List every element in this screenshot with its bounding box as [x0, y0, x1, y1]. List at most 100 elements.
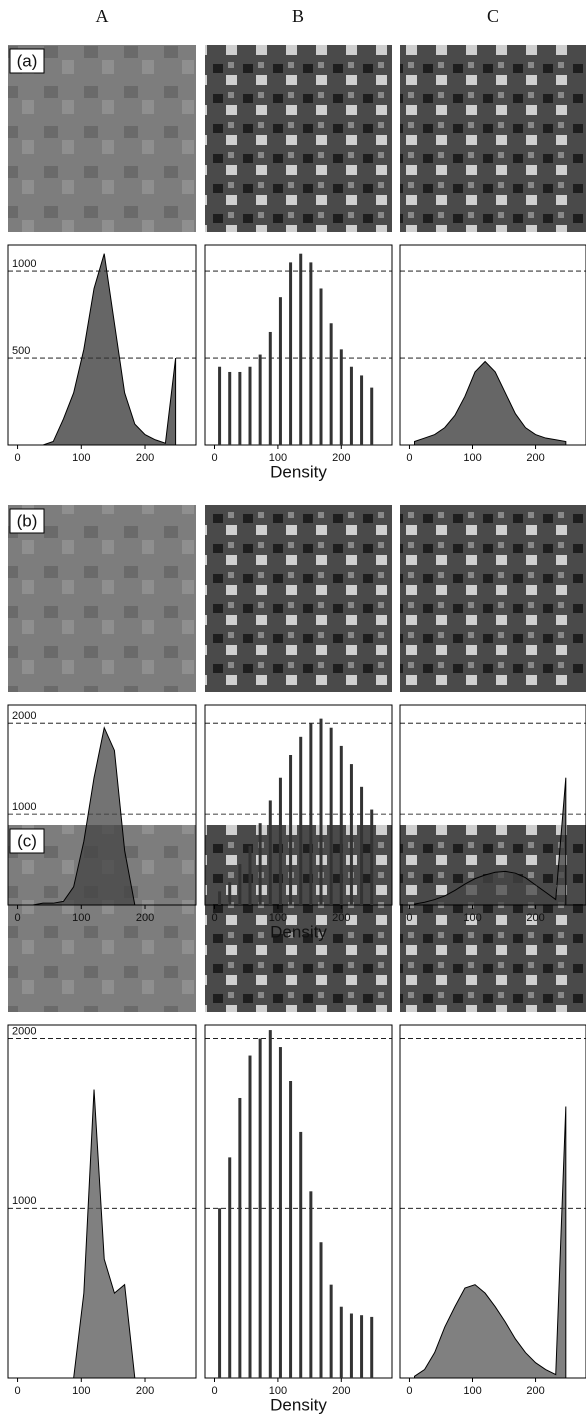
- histogram-bar: [349, 366, 353, 445]
- histogram-bar: [248, 1055, 252, 1378]
- row-label-box: [9, 48, 45, 74]
- x-tick-label: 100: [72, 452, 90, 464]
- histogram-bar: [289, 262, 293, 445]
- x-tick-label: 100: [463, 1385, 481, 1397]
- histogram-bar: [218, 366, 222, 445]
- histogram-bar: [309, 1191, 313, 1378]
- histogram-bar: [278, 777, 282, 905]
- x-tick-label: 100: [269, 452, 287, 464]
- photo: [400, 825, 586, 1012]
- x-tick-label: 100: [463, 452, 481, 464]
- column-header: B: [292, 6, 304, 26]
- histogram-bar: [360, 1315, 364, 1378]
- y-tick-label: 2000: [12, 1025, 36, 1037]
- histogram-area: [22, 726, 176, 906]
- histogram-bar: [329, 1284, 333, 1378]
- histogram-bar: [268, 331, 272, 445]
- y-tick-label: 2000: [12, 710, 36, 722]
- x-tick-label: 100: [269, 1385, 287, 1397]
- histogram-bar: [299, 1131, 303, 1378]
- plot-frame: [204, 244, 393, 446]
- histogram-bar: [370, 809, 374, 905]
- histogram-bar: [238, 1097, 242, 1378]
- histogram-bar: [329, 323, 333, 445]
- histogram-bar: [339, 349, 343, 445]
- histogram-area: [22, 1089, 176, 1379]
- row-label-box: [9, 508, 45, 534]
- row-label: (c): [17, 831, 37, 850]
- photo: [8, 45, 196, 232]
- histogram-bar: [299, 736, 303, 905]
- histogram-bar: [238, 864, 242, 905]
- histogram-bar: [289, 755, 293, 905]
- histogram-area: [414, 1106, 567, 1379]
- histogram-bar: [258, 1038, 262, 1378]
- histogram-bar: [299, 253, 303, 445]
- x-tick-label: 0: [211, 1385, 217, 1397]
- histogram-bar: [360, 786, 364, 905]
- row-label: (b): [17, 511, 38, 530]
- histogram-bar: [268, 1030, 272, 1378]
- histogram-bar: [248, 845, 252, 905]
- histogram-bar: [218, 891, 222, 905]
- y-tick-label: 1000: [12, 801, 36, 813]
- histogram-bar: [218, 1208, 222, 1378]
- x-tick-label: 200: [136, 452, 154, 464]
- histogram-bar: [228, 1157, 232, 1378]
- photo: [205, 505, 392, 692]
- x-tick-label: 200: [332, 912, 350, 924]
- histogram-bar: [228, 371, 232, 445]
- x-tick-label: 200: [526, 452, 544, 464]
- row-label-box: [9, 828, 45, 854]
- photo: [400, 45, 586, 232]
- histogram-bar: [319, 718, 323, 905]
- x-axis-label: Density: [270, 1395, 327, 1414]
- x-tick-label: 200: [332, 452, 350, 464]
- x-tick-label: 0: [406, 1385, 412, 1397]
- histogram-bar: [238, 371, 242, 445]
- histogram-bar: [258, 823, 262, 905]
- y-tick-label: 1000: [12, 1195, 36, 1207]
- histogram-bar: [319, 1242, 323, 1378]
- histogram-area: [22, 253, 177, 446]
- photo: [205, 45, 392, 232]
- histogram-bar: [248, 366, 252, 445]
- histogram-bar: [289, 1081, 293, 1378]
- histogram-bar: [278, 1047, 282, 1378]
- x-tick-label: 100: [72, 1385, 90, 1397]
- plot-frame: [204, 704, 393, 906]
- histogram-bar: [360, 375, 364, 445]
- x-tick-label: 100: [269, 912, 287, 924]
- photo: [205, 825, 392, 1012]
- histogram-bar: [370, 387, 374, 445]
- row-label: (a): [17, 51, 38, 70]
- histogram-bar: [319, 288, 323, 445]
- column-header: C: [487, 6, 499, 26]
- histogram-bar: [349, 1313, 353, 1378]
- histogram-bar: [278, 297, 282, 445]
- x-tick-label: 200: [526, 1385, 544, 1397]
- x-tick-label: 0: [406, 452, 412, 464]
- x-tick-label: 200: [332, 1385, 350, 1397]
- x-tick-label: 200: [526, 912, 544, 924]
- histogram-bar: [339, 1306, 343, 1378]
- x-axis-label: Density: [270, 922, 327, 941]
- histogram-bar: [228, 882, 232, 905]
- histogram-bar: [309, 262, 313, 445]
- histogram-bar: [309, 723, 313, 905]
- x-axis-label: Density: [270, 462, 327, 481]
- column-header: A: [96, 6, 109, 26]
- x-tick-label: 0: [14, 452, 20, 464]
- x-tick-label: 200: [136, 912, 154, 924]
- photo: [8, 505, 196, 692]
- x-tick-label: 200: [136, 1385, 154, 1397]
- plot-frame: [204, 1024, 393, 1379]
- histogram-bar: [370, 1316, 374, 1378]
- x-tick-label: 0: [406, 912, 412, 924]
- x-tick-label: 0: [211, 452, 217, 464]
- x-tick-label: 0: [14, 912, 20, 924]
- histogram-bar: [268, 800, 272, 905]
- photo: [400, 505, 586, 692]
- histogram-bar: [258, 354, 262, 445]
